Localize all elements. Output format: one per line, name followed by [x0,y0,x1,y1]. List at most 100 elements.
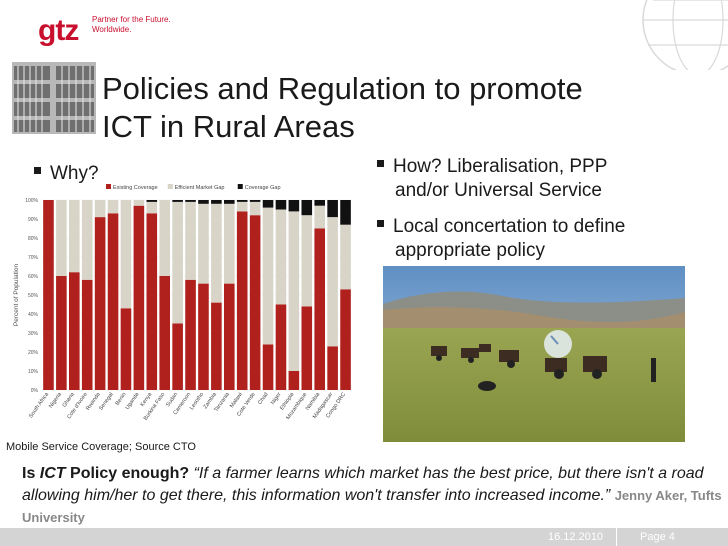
bullet-local: Local concertation to define appropriate… [377,215,625,263]
bar-segment [288,200,300,212]
bar-segment [107,200,119,214]
bullet-marker [34,167,41,175]
bar-segment [275,209,287,305]
footer-date: 16.12.2010 [548,531,604,543]
bar-segment [107,213,119,390]
bar-segment [81,200,93,280]
bar-segment [223,200,235,204]
quote-policy: Policy enough? [65,465,190,482]
bar-segment [172,200,183,202]
bar-segment [340,224,351,290]
y-tick-label: 70% [28,255,39,261]
legend-label: Coverage Gap [245,185,281,191]
bar-segment [340,200,351,225]
bar-segment [68,272,80,390]
bar-segment [56,276,67,390]
bar-segment [94,217,106,390]
bar-segment [185,201,196,280]
bullet-local-line-1: Local concertation to define [393,216,626,237]
bar-segment [262,207,274,345]
y-tick-label: 90% [28,217,39,223]
x-tick-label: Nigeria [48,391,63,409]
bar-segment [185,200,196,202]
y-tick-label: 0% [31,388,39,394]
bar-segment [327,217,338,347]
bar-segment [133,205,145,390]
bar-segment [146,201,158,214]
bar-segment [249,201,261,216]
archive-shelves-image [12,62,96,134]
bar-segment [211,302,222,390]
bar-segment [81,279,93,390]
y-tick-label: 40% [28,312,39,318]
bar-segment [314,205,326,229]
quote-lead: Is [22,465,40,482]
legend-swatch [106,184,111,189]
bullet-marker [377,160,384,168]
gtz-logo: gtz [38,14,79,47]
quote-ict: ICT [39,465,66,482]
bar-segment [301,215,313,307]
bar-segment [236,200,248,202]
footer-separator [616,528,617,546]
bar-segment [198,203,209,284]
y-axis-label: Percent of Population [13,264,20,327]
bar-segment [56,200,67,276]
y-tick-label: 10% [28,369,39,375]
bar-segment [314,228,326,390]
bar-segment [301,200,313,216]
bar-segment [223,283,235,390]
bar-segment [120,308,132,390]
bar-segment [159,200,171,276]
bar-segment [249,200,261,202]
bar-segment [262,344,274,390]
bar-segment [301,306,313,390]
bar-segment [327,200,338,218]
bar-segment [43,200,54,390]
footer-page-number: Page 4 [640,531,675,543]
x-tick-label: Chad [257,392,269,406]
bar-segment [249,215,261,390]
x-tick-label: South Africa [28,391,50,420]
bullet-marker [377,220,384,228]
bullet-local-line-2: appropriate policy [395,240,545,261]
quote-text: “If a farmer learns which market has the… [22,465,704,504]
bullet-why-text: Why? [50,163,99,184]
legend-label: Efficient Market Gap [175,185,225,191]
bullet-how: How? Liberalisation, PPP and/or Universa… [377,155,607,203]
slide-title-line-2: ICT in Rural Areas [102,109,355,144]
bar-segment [120,200,132,309]
footer-bar [0,528,728,546]
bar-segment [327,346,338,390]
chart-caption: Mobile Service Coverage; Source CTO [6,441,196,453]
bar-segment [159,276,171,390]
logo-tagline: Partner for the Future. Worldwide. [92,15,171,35]
bar-segment [146,213,158,390]
tagline-line-1: Partner for the Future. [92,15,171,24]
bar-segment [275,304,287,390]
bar-segment [198,283,209,390]
bar-segment [94,200,106,218]
y-tick-label: 30% [28,331,39,337]
bar-segment [223,203,235,284]
bar-segment [288,211,300,371]
globe-graphic [642,0,728,70]
bar-segment [236,201,248,212]
bar-segment [275,200,287,210]
bar-segment [146,200,158,202]
legend-swatch [237,184,243,189]
bar-segment [340,289,351,390]
legend-label: Existing Coverage [113,185,158,191]
bar-segment [262,200,274,208]
bar-segment [68,200,80,273]
bullet-how-line-1: How? Liberalisation, PPP [393,156,608,177]
bar-segment [172,323,183,390]
bar-segment [211,200,222,204]
bar-segment [198,200,209,204]
y-tick-label: 100% [25,198,38,204]
y-tick-label: 80% [28,236,39,242]
slide-title-line-1: Policies and Regulation to promote [102,71,583,106]
legend-swatch [167,184,173,189]
quote-author: Jenny Aker, Tufts University [22,488,722,525]
bar-segment [236,211,248,390]
